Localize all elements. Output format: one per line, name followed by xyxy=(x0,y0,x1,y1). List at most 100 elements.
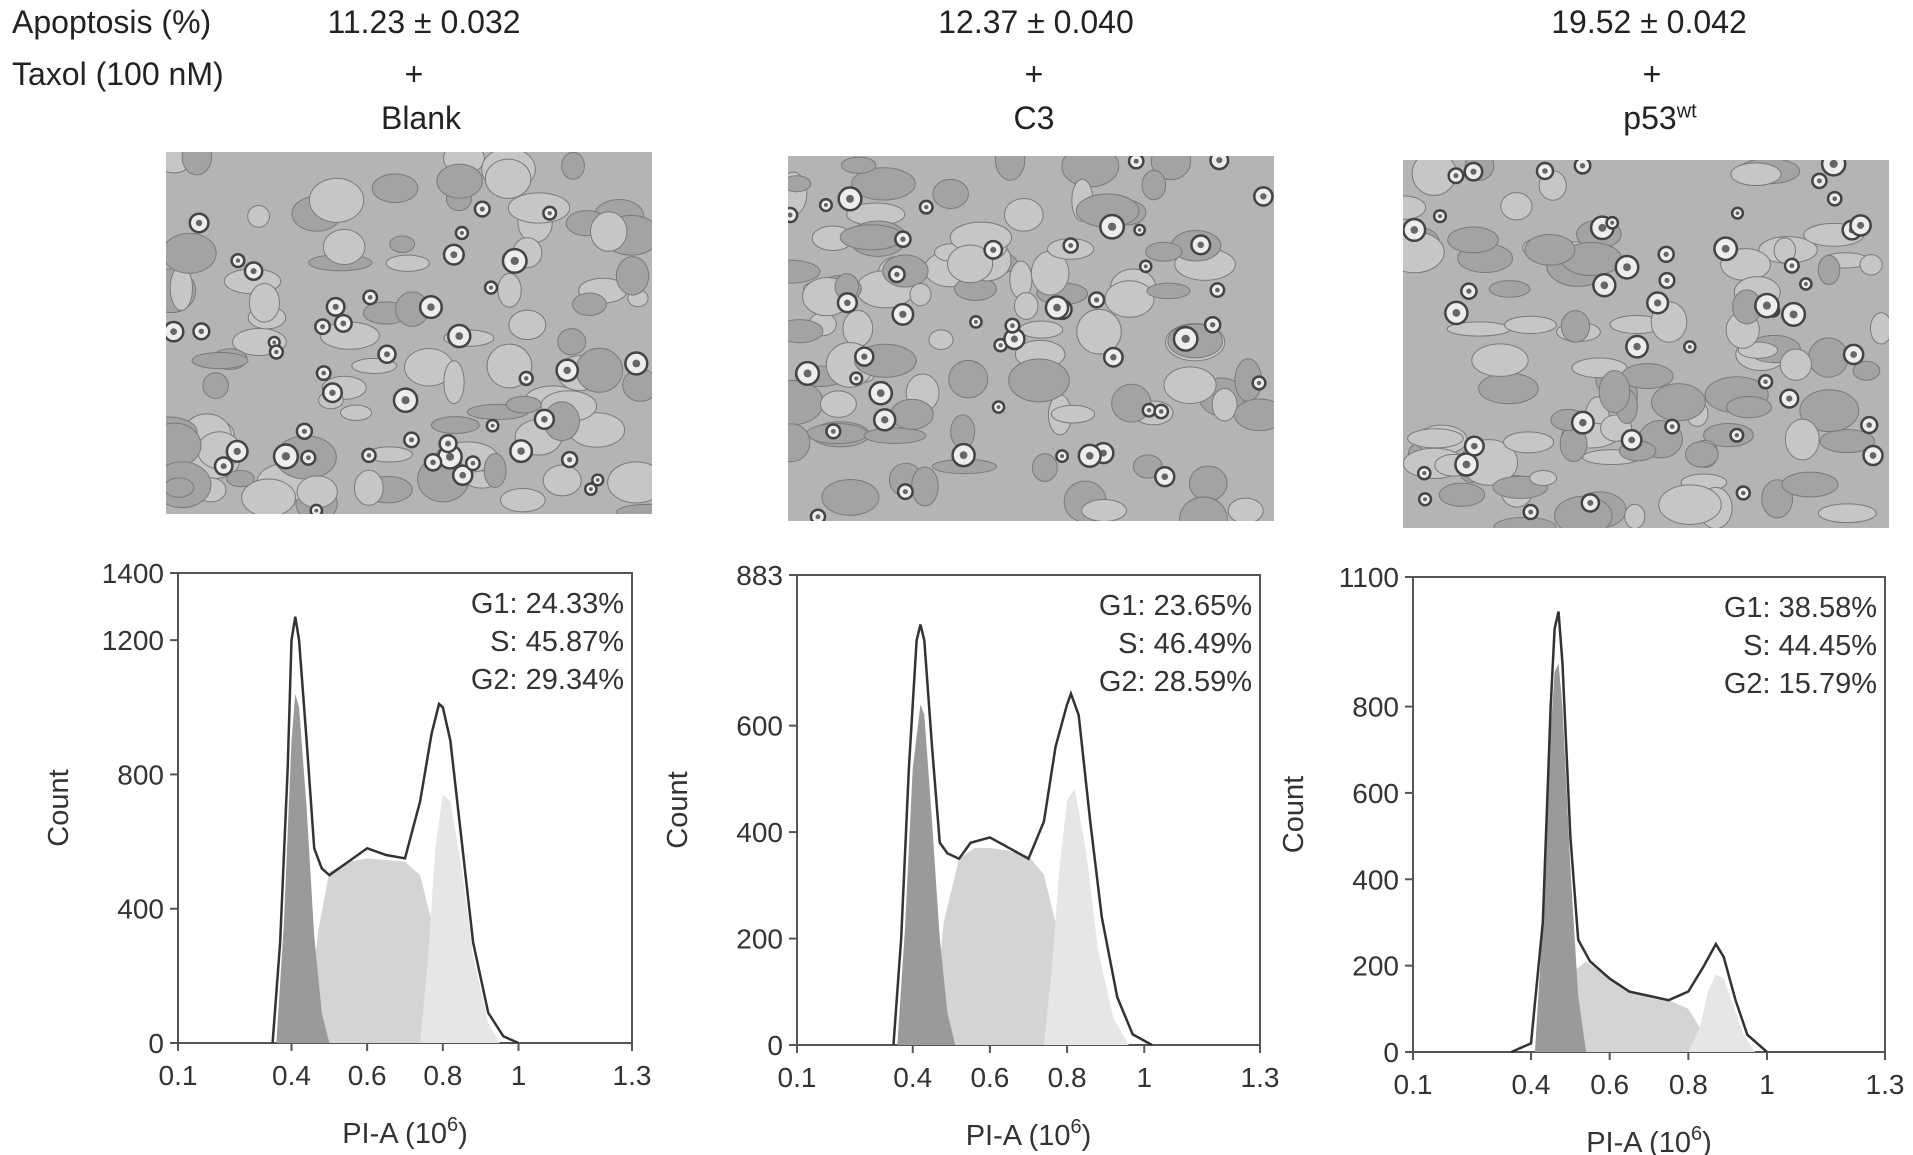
cell-body xyxy=(821,478,880,516)
x-tick-label: 0.8 xyxy=(1048,1062,1087,1093)
round-cell-core xyxy=(924,204,929,210)
y-axis-label: Count xyxy=(43,769,75,846)
round-cell-core xyxy=(1462,460,1471,469)
cell-body xyxy=(1658,484,1722,526)
cell-body xyxy=(497,272,522,308)
round-cell-core xyxy=(1850,351,1857,358)
round-cell-core xyxy=(195,219,203,227)
round-cell-core xyxy=(1068,243,1074,248)
round-cell-core xyxy=(459,230,464,236)
round-cell-core xyxy=(595,478,600,482)
histogram-line xyxy=(892,624,1153,1047)
round-cell-core xyxy=(1085,451,1094,460)
cell-body xyxy=(1781,471,1839,498)
x-tick-label: 0.1 xyxy=(1394,1069,1433,1100)
taxol-sign-c3: + xyxy=(1024,56,1044,92)
round-cell-core xyxy=(844,299,851,307)
x-tick-label: 0.4 xyxy=(272,1060,311,1091)
cell-body xyxy=(166,477,195,498)
cell-body xyxy=(1852,360,1881,381)
round-cell-core xyxy=(1260,193,1267,200)
round-cell-core xyxy=(1762,301,1772,310)
round-cell-core xyxy=(588,487,593,492)
round-cell-core xyxy=(510,256,519,266)
round-cell-core xyxy=(1143,264,1148,269)
cell-body xyxy=(389,235,416,253)
x-tick-label: 0.6 xyxy=(1590,1069,1629,1100)
cell-body xyxy=(1524,233,1576,266)
cell-body xyxy=(1817,503,1877,524)
round-cell-core xyxy=(1866,422,1873,428)
y-tick-label: 1400 xyxy=(102,558,164,589)
round-cell-core xyxy=(470,460,476,466)
round-cell-core xyxy=(815,514,821,520)
x-tick-label: 1 xyxy=(1759,1069,1775,1100)
cell-body xyxy=(505,395,542,414)
cell-body xyxy=(1050,404,1096,424)
y-tick-label: 1200 xyxy=(102,625,164,656)
x-tick-label: 1 xyxy=(1136,1062,1152,1093)
cell-body xyxy=(1003,197,1044,232)
apoptosis-row-label: Apoptosis (%) xyxy=(12,4,212,40)
round-cell-core xyxy=(1598,223,1607,232)
area-g2-phase xyxy=(1688,974,1756,1052)
cell-body xyxy=(499,488,546,513)
round-cell-core xyxy=(1789,310,1798,319)
y-tick-label: 800 xyxy=(117,759,164,790)
round-cell-core xyxy=(1803,282,1808,286)
cell-body xyxy=(371,173,419,204)
round-cell-core xyxy=(488,285,494,290)
round-cell-core xyxy=(430,459,436,466)
round-cell-core xyxy=(1107,222,1117,231)
cell-body xyxy=(1529,470,1558,486)
cell-body xyxy=(226,469,255,488)
y-tick-label: 400 xyxy=(117,894,164,925)
histogram-line xyxy=(1510,611,1768,1054)
round-cell-core xyxy=(479,206,485,212)
cell-body xyxy=(819,390,857,418)
cell-body xyxy=(1013,292,1039,320)
round-cell-core xyxy=(1422,497,1428,502)
cell-body xyxy=(248,283,280,323)
round-cell-core xyxy=(314,508,319,513)
round-cell-core xyxy=(1528,509,1534,515)
histogram-line xyxy=(271,616,520,1045)
group-label-c3: C3 xyxy=(1013,100,1055,136)
y-tick-label: 200 xyxy=(736,924,783,955)
micrograph-blank-texture xyxy=(166,152,652,514)
round-cell-core xyxy=(567,456,573,463)
cell-body xyxy=(1227,497,1264,521)
cell-body xyxy=(1560,310,1591,343)
round-cell-core xyxy=(272,340,277,345)
y-tick-label: 0 xyxy=(1383,1037,1399,1068)
round-cell-core xyxy=(321,370,327,376)
cell-body xyxy=(1145,241,1183,262)
cell-body xyxy=(1598,370,1631,414)
round-cell-core xyxy=(274,349,279,355)
round-cell-core xyxy=(1146,408,1152,413)
round-cell-core xyxy=(1654,299,1662,307)
round-cell-core xyxy=(1133,158,1139,164)
cell-body xyxy=(181,152,213,176)
phase-annotation: G2: 15.79% xyxy=(1724,668,1877,700)
chart-1: 0.1 0.4 0.6 0.8 1 1.3 0 400 800 1200 1400 Count PI-A… xyxy=(43,558,651,1150)
cell-body xyxy=(1211,387,1238,422)
y-tick-label: 0 xyxy=(148,1028,164,1059)
x-tick-label: 0.4 xyxy=(1512,1069,1551,1100)
x-tick-label: 0.8 xyxy=(423,1060,462,1091)
round-cell-core xyxy=(830,428,836,434)
round-cell-core xyxy=(320,324,326,330)
round-cell-core xyxy=(490,423,495,428)
area-g2-phase xyxy=(420,794,500,1043)
micrograph-c3-texture xyxy=(788,156,1274,521)
cell-body xyxy=(430,416,480,434)
cell-body xyxy=(1784,418,1820,461)
cell-body xyxy=(1817,254,1841,285)
apoptosis-value-c3: 12.37 ± 0.040 xyxy=(938,4,1134,40)
round-cell-core xyxy=(973,319,978,324)
cell-body xyxy=(561,152,585,180)
y-tick-label: 200 xyxy=(1352,951,1399,982)
cell-body xyxy=(542,464,582,497)
round-cell-core xyxy=(1161,473,1169,480)
apoptosis-value-blank: 11.23 ± 0.032 xyxy=(327,4,521,40)
